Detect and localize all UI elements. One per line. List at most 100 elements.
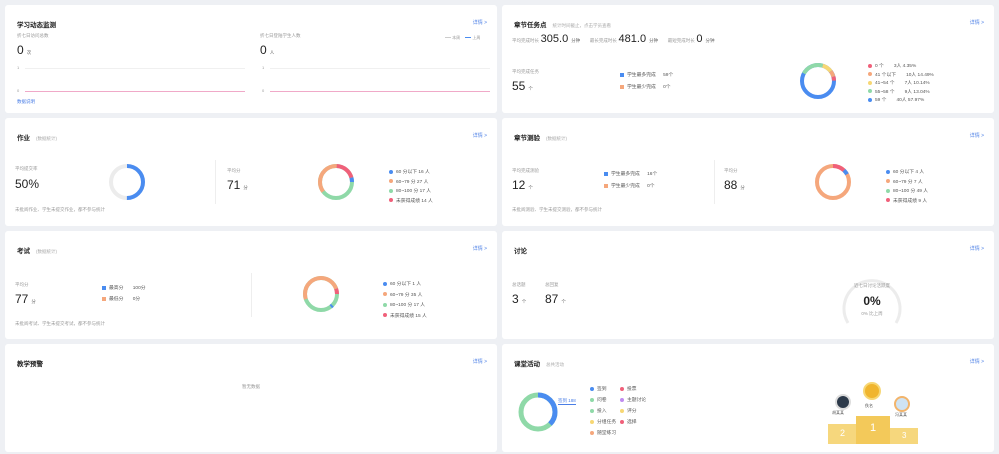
card-title: 教学预警 xyxy=(17,361,43,368)
legend-item: 80~100 分 49 人 xyxy=(886,187,928,194)
activity-item: 评分 xyxy=(620,407,637,414)
activity-label: 主题讨论 xyxy=(627,398,647,403)
detail-link[interactable]: 详情 > xyxy=(472,246,487,252)
legend-dot xyxy=(590,397,594,402)
rank-1: 1 xyxy=(870,422,877,434)
gauge-note: 0% 比上周 xyxy=(861,311,883,316)
avg-score-label: 平均分 xyxy=(227,168,241,173)
legend-label: 55~58 个 xyxy=(875,89,895,95)
podium-name-2: 胡某某 xyxy=(832,410,844,415)
activity-item: 签到 xyxy=(590,385,607,392)
axis-tick: 0 xyxy=(262,88,265,93)
legend-stat: 10人 14.49% xyxy=(906,72,934,78)
detail-link[interactable]: 详情 > xyxy=(472,20,487,26)
gauge-value: 0% xyxy=(863,294,881,308)
card-title: 章节任务点 统计时间截止，点击学员查看 xyxy=(514,22,611,29)
axis-tick: 1 xyxy=(262,65,265,70)
legend-dot xyxy=(868,80,872,85)
card-title: 课堂活动 总共活动 xyxy=(514,361,564,368)
detail-link[interactable]: 详情 > xyxy=(969,20,984,26)
legend-dot xyxy=(620,408,624,413)
quiz-donut xyxy=(815,164,851,200)
legend-label: 60 分以下 4 人 xyxy=(893,170,925,175)
count-value: 55 个 xyxy=(512,79,533,93)
card-title: 学习动态监测 xyxy=(17,22,56,29)
chapter-task-card: 章节任务点 统计时间截止，点击学员查看 详情 > 平均完成时长 305.0 分钟 最… xyxy=(502,5,994,113)
count-label: 平均完成任务 xyxy=(512,69,539,74)
detail-link[interactable]: 详情 > xyxy=(969,133,984,139)
gauge-label: 近七日讨论活跃度 xyxy=(854,283,890,288)
activity-item: 随堂练习 xyxy=(590,429,616,436)
topics-label: 总话题 xyxy=(512,282,526,287)
activity-label: 投票 xyxy=(627,387,637,392)
chapter-quiz-card: 章节测验 (数据统计) 详情 > 平均完成测验 12 个 学生最多完成 16个 学生… xyxy=(502,118,994,226)
legend-item: 60 分以下 16 人 xyxy=(389,168,430,175)
podium: 2 1 3 xyxy=(828,414,920,444)
legend-label: 41~54 个 xyxy=(875,81,895,86)
legend-dot xyxy=(383,313,387,318)
activity-item: 投入 xyxy=(590,407,607,414)
legend-dot xyxy=(886,188,890,193)
submit-rate-value: 50% xyxy=(15,177,40,191)
detail-link[interactable]: 详情 > xyxy=(969,246,984,252)
rank-2: 2 xyxy=(840,428,846,438)
card-title: 考试 (数据统计) xyxy=(17,248,57,255)
legend-dot xyxy=(868,63,872,68)
legend-item: 41~54 个 7人 10.14% xyxy=(868,79,930,86)
detail-link[interactable]: 详情 > xyxy=(969,359,984,365)
count-label: 平均完成测验 xyxy=(512,168,539,173)
legend-item: 未获得成绩 14 人 xyxy=(389,197,433,204)
legend-dot xyxy=(620,419,624,424)
lowest-score: 最低分 0分 xyxy=(102,295,140,302)
legend-item: 60 分以下 4 人 xyxy=(886,168,924,175)
legend-dot xyxy=(383,292,387,297)
legend-dot xyxy=(389,188,393,193)
empty-state: 暂无数据 xyxy=(242,384,260,389)
data-explain-link[interactable]: 数据说明 xyxy=(17,99,35,104)
legend-stat: 7人 10.14% xyxy=(904,81,930,86)
avatar-3 xyxy=(894,396,910,412)
legend-label: 80~100 分 49 人 xyxy=(893,189,929,194)
note: 未批阅作业、学生未提交作业，都不参与统计 xyxy=(15,207,105,212)
legend-stat: 9人 13.04% xyxy=(904,89,930,95)
legend-label: 59 个 xyxy=(875,98,887,103)
card-title: 章节测验 (数据统计) xyxy=(514,135,567,142)
detail-link[interactable]: 详情 > xyxy=(472,133,487,139)
legend-item: 80~100 分 17 人 xyxy=(389,187,431,194)
divider xyxy=(251,273,252,317)
legend-dot xyxy=(590,386,594,391)
max-complete: 学生最多完成 59个 xyxy=(620,71,673,78)
legend-dot xyxy=(620,386,624,391)
legend-dot xyxy=(389,179,393,184)
chart-legend: 本周 上周 xyxy=(445,35,480,41)
avg-score-label: 平均分 xyxy=(724,168,738,173)
activity-label: 随堂练习 xyxy=(597,431,617,436)
legend-label: 未获得成绩 9 人 xyxy=(893,198,928,204)
legend-dot xyxy=(886,179,890,184)
count-value: 12 个 xyxy=(512,178,533,192)
legend-dot xyxy=(886,169,890,174)
detail-link[interactable]: 详情 > xyxy=(472,359,487,365)
activity-label: 评分 xyxy=(627,409,637,414)
replies-value: 87 个 xyxy=(545,292,566,306)
highest-score: 最高分 100分 xyxy=(102,284,146,291)
min-complete: 学生最少完成 0个 xyxy=(604,182,655,189)
activity-item: 问卷 xyxy=(590,396,607,403)
podium-name-3: 冯某某 xyxy=(895,412,907,417)
legend-label: 60~79 分 35 人 xyxy=(390,292,423,298)
legend-label: 未获得成绩 14 人 xyxy=(396,198,433,204)
legend-dot xyxy=(389,198,393,203)
legend-dot xyxy=(383,302,387,307)
podium-name-1: 佚名 xyxy=(865,403,873,408)
activity-label: 投入 xyxy=(597,409,607,414)
activity-gauge xyxy=(842,279,902,324)
activity-item: 分组任务 xyxy=(590,418,616,425)
submit-rate-ring xyxy=(109,164,145,200)
avg-score-value: 88 分 xyxy=(724,178,745,192)
axis-tick: 0 xyxy=(17,88,20,93)
legend-dot xyxy=(590,408,594,413)
legend-dot xyxy=(886,198,890,203)
